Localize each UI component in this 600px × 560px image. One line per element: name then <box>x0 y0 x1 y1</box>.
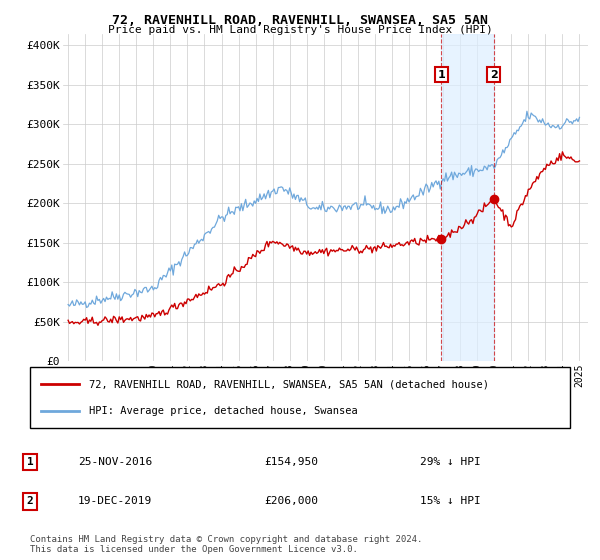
Text: HPI: Average price, detached house, Swansea: HPI: Average price, detached house, Swan… <box>89 406 358 416</box>
FancyBboxPatch shape <box>30 367 570 428</box>
Text: Contains HM Land Registry data © Crown copyright and database right 2024.
This d: Contains HM Land Registry data © Crown c… <box>30 535 422 554</box>
Text: 25-NOV-2016: 25-NOV-2016 <box>78 457 152 467</box>
Text: £206,000: £206,000 <box>264 496 318 506</box>
Text: £154,950: £154,950 <box>264 457 318 467</box>
Text: 15% ↓ HPI: 15% ↓ HPI <box>420 496 481 506</box>
Text: 72, RAVENHILL ROAD, RAVENHILL, SWANSEA, SA5 5AN (detached house): 72, RAVENHILL ROAD, RAVENHILL, SWANSEA, … <box>89 379 490 389</box>
Text: 29% ↓ HPI: 29% ↓ HPI <box>420 457 481 467</box>
Text: 1: 1 <box>437 69 445 80</box>
Text: 2: 2 <box>490 69 497 80</box>
Text: 2: 2 <box>26 496 34 506</box>
Text: 1: 1 <box>26 457 34 467</box>
Bar <box>442 34 494 361</box>
Text: 72, RAVENHILL ROAD, RAVENHILL, SWANSEA, SA5 5AN: 72, RAVENHILL ROAD, RAVENHILL, SWANSEA, … <box>112 14 488 27</box>
Text: 19-DEC-2019: 19-DEC-2019 <box>78 496 152 506</box>
Text: Price paid vs. HM Land Registry's House Price Index (HPI): Price paid vs. HM Land Registry's House … <box>107 25 493 35</box>
